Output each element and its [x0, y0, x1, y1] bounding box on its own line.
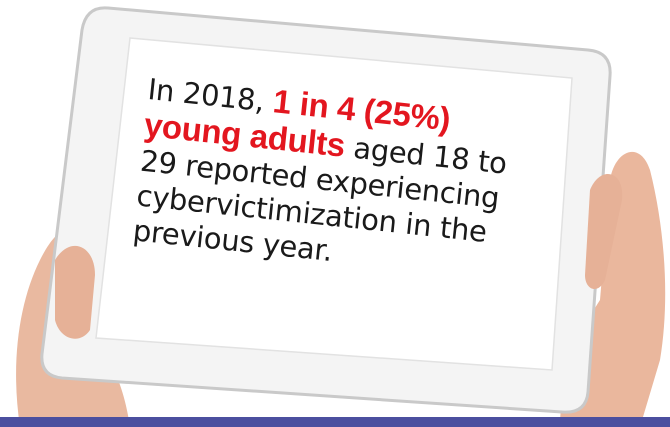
bottom-band [0, 417, 670, 427]
page: In 2018, 1 in 4 (25%) young adults aged … [0, 0, 670, 427]
left-thumb [55, 246, 95, 339]
